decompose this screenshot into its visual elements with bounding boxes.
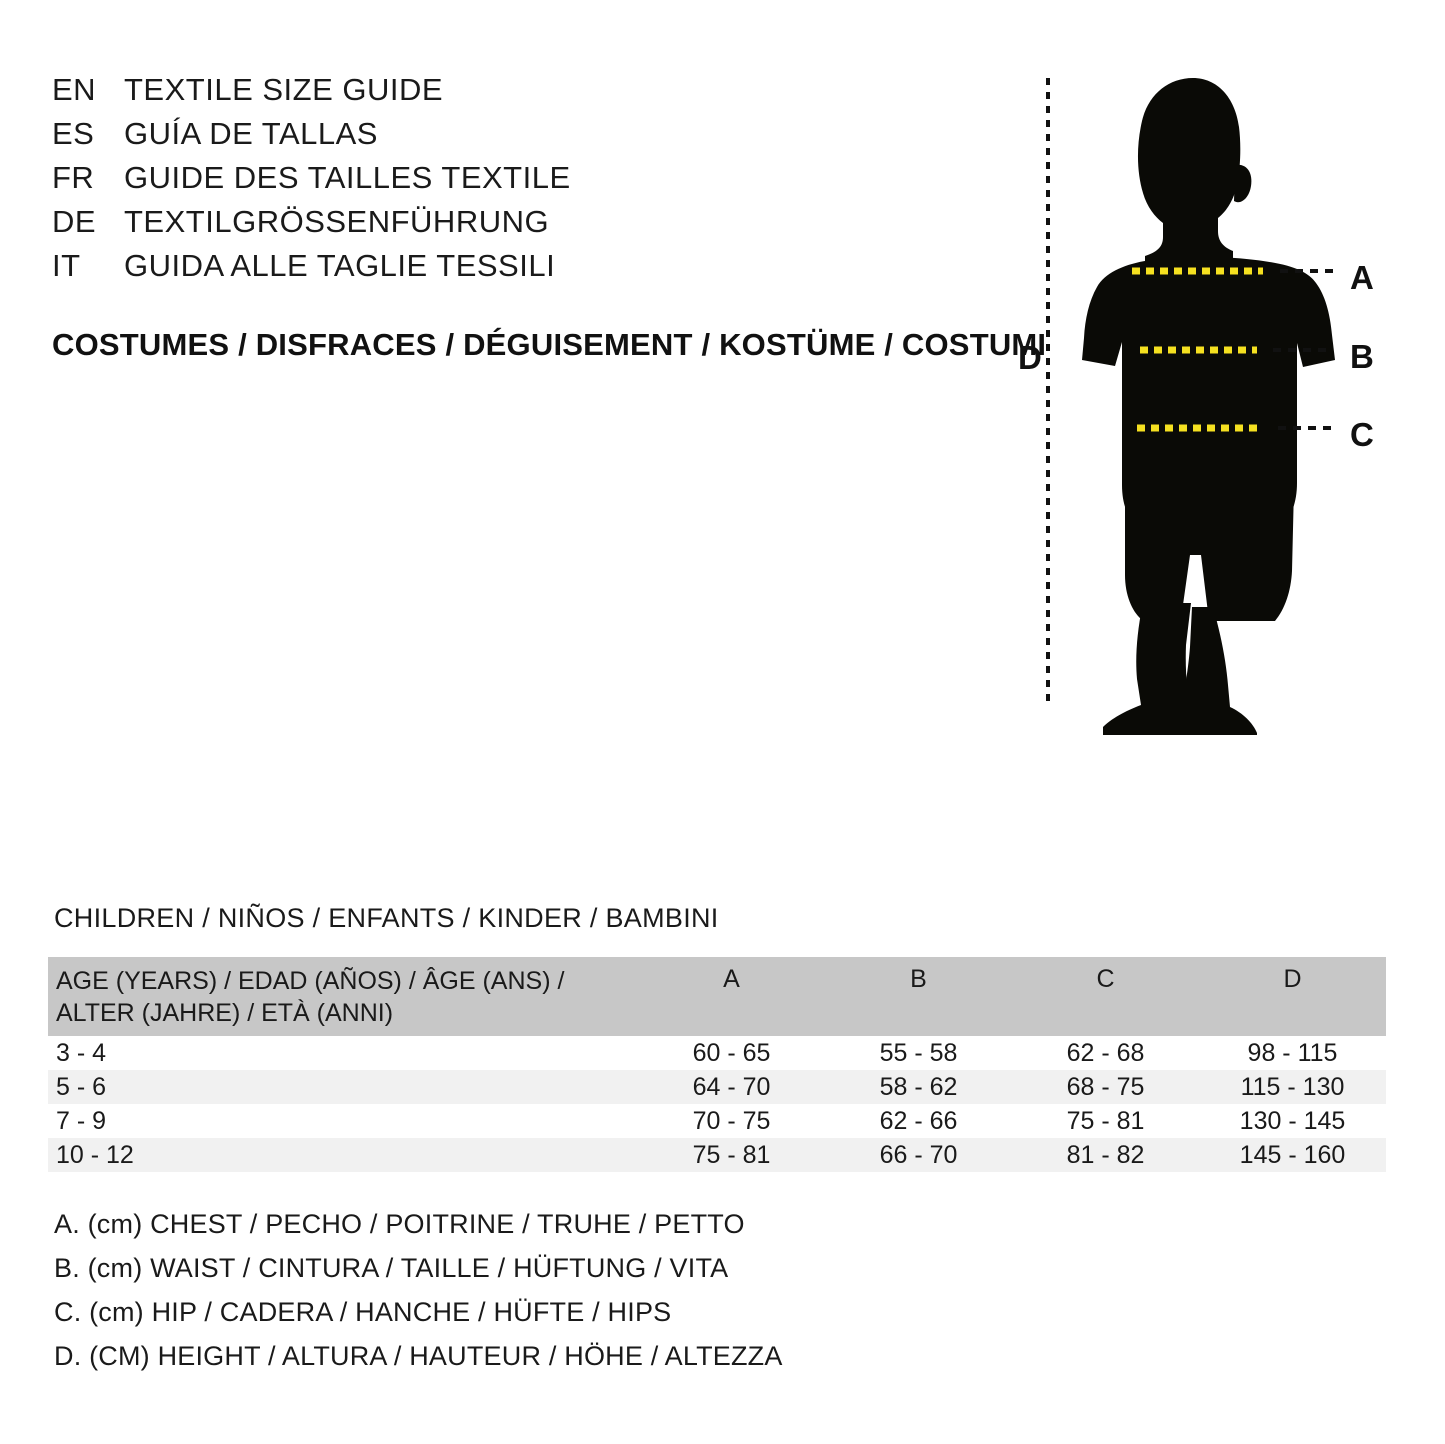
- column-header-age: AGE (YEARS) / EDAD (AÑOS) / ÂGE (ANS) / …: [48, 957, 638, 1036]
- language-list: EN TEXTILE SIZE GUIDE ES GUÍA DE TALLAS …: [52, 72, 912, 292]
- silhouette-body: [1082, 78, 1335, 735]
- cell-age: 5 - 6: [56, 1073, 107, 1101]
- language-row-en: EN TEXTILE SIZE GUIDE: [52, 72, 912, 116]
- column-header-a: A: [723, 965, 740, 993]
- cell-a: 75 - 81: [692, 1141, 771, 1169]
- language-code-de: DE: [52, 204, 97, 239]
- table-row: 7 - 9 70 - 75 62 - 66 75 - 81 130 - 145: [48, 1104, 1386, 1138]
- measurement-figure: A B C D: [985, 55, 1425, 735]
- language-code-fr: FR: [52, 160, 95, 195]
- column-header-c: C: [1096, 965, 1115, 993]
- cell-b: 58 - 62: [879, 1073, 958, 1101]
- measure-label-b: B: [1350, 338, 1374, 375]
- cell-a: 64 - 70: [692, 1073, 771, 1101]
- cell-b: 66 - 70: [879, 1141, 958, 1169]
- language-code-es: ES: [52, 116, 95, 151]
- column-header-b: B: [910, 965, 927, 993]
- cell-a: 70 - 75: [692, 1107, 771, 1135]
- cell-c: 62 - 68: [1066, 1039, 1145, 1067]
- language-row-it: IT GUIDA ALLE TAGLIE TESSILI: [52, 248, 912, 292]
- cell-d: 130 - 145: [1239, 1107, 1346, 1135]
- child-silhouette-icon: [1046, 78, 1335, 735]
- measure-label-a: A: [1350, 259, 1374, 296]
- category-title: COSTUMES / DISFRACES / DÉGUISEMENT / KOS…: [52, 327, 1047, 362]
- language-row-es: ES GUÍA DE TALLAS: [52, 116, 912, 160]
- language-title-de: TEXTILGRÖSSENFÜHRUNG: [124, 204, 550, 239]
- cell-c: 68 - 75: [1066, 1073, 1145, 1101]
- measure-label-c: C: [1350, 416, 1374, 453]
- language-title-it: GUIDA ALLE TAGLIE TESSILI: [124, 248, 556, 283]
- legend-item-b: B. (cm) WAIST / CINTURA / TAILLE / HÜFTU…: [54, 1253, 729, 1283]
- measurement-legend: A. (cm) CHEST / PECHO / POITRINE / TRUHE…: [54, 1202, 954, 1378]
- column-header-age-line1: AGE (YEARS) / EDAD (AÑOS) / ÂGE (ANS) /: [56, 967, 565, 995]
- language-title-es: GUÍA DE TALLAS: [124, 116, 378, 151]
- cell-age: 3 - 4: [56, 1039, 107, 1067]
- size-table: AGE (YEARS) / EDAD (AÑOS) / ÂGE (ANS) / …: [48, 957, 1386, 1172]
- legend-item-d: D. (CM) HEIGHT / ALTURA / HAUTEUR / HÖHE…: [54, 1341, 783, 1371]
- language-title-fr: GUIDE DES TAILLES TEXTILE: [124, 160, 571, 195]
- legend-item-c: C. (cm) HIP / CADERA / HANCHE / HÜFTE / …: [54, 1297, 672, 1327]
- cell-d: 98 - 115: [1247, 1039, 1338, 1067]
- table-row: 3 - 4 60 - 65 55 - 58 62 - 68 98 - 115: [48, 1036, 1386, 1070]
- column-header-age-line2: ALTER (JAHRE) / ETÀ (ANNI): [56, 999, 394, 1027]
- language-code-en: EN: [52, 72, 97, 107]
- cell-b: 55 - 58: [879, 1039, 958, 1067]
- size-table-head: AGE (YEARS) / EDAD (AÑOS) / ÂGE (ANS) / …: [48, 957, 1386, 1036]
- language-title-en: TEXTILE SIZE GUIDE: [124, 72, 444, 107]
- language-code-it: IT: [52, 248, 81, 283]
- table-header-row: AGE (YEARS) / EDAD (AÑOS) / ÂGE (ANS) / …: [48, 957, 1386, 1036]
- table-row: 5 - 6 64 - 70 58 - 62 68 - 75 115 - 130: [48, 1070, 1386, 1104]
- size-table-body: 3 - 4 60 - 65 55 - 58 62 - 68 98 - 115 5…: [48, 1036, 1386, 1172]
- cell-age: 7 - 9: [56, 1107, 107, 1135]
- cell-b: 62 - 66: [879, 1107, 958, 1135]
- cell-c: 75 - 81: [1066, 1107, 1145, 1135]
- cell-a: 60 - 65: [692, 1039, 771, 1067]
- language-row-de: DE TEXTILGRÖSSENFÜHRUNG: [52, 204, 912, 248]
- table-row: 10 - 12 75 - 81 66 - 70 81 - 82 145 - 16…: [48, 1138, 1386, 1172]
- cell-age: 10 - 12: [56, 1141, 134, 1169]
- measure-label-d: D: [1018, 339, 1042, 376]
- legend-item-a: A. (cm) CHEST / PECHO / POITRINE / TRUHE…: [54, 1209, 745, 1239]
- cell-d: 115 - 130: [1240, 1073, 1345, 1101]
- column-header-d: D: [1283, 965, 1302, 993]
- cell-c: 81 - 82: [1066, 1141, 1145, 1169]
- cell-d: 145 - 160: [1239, 1141, 1346, 1169]
- size-table-container: AGE (YEARS) / EDAD (AÑOS) / ÂGE (ANS) / …: [48, 957, 1386, 1172]
- section-heading-children: CHILDREN / NIÑOS / ENFANTS / KINDER / BA…: [54, 903, 719, 933]
- language-row-fr: FR GUIDE DES TAILLES TEXTILE: [52, 160, 912, 204]
